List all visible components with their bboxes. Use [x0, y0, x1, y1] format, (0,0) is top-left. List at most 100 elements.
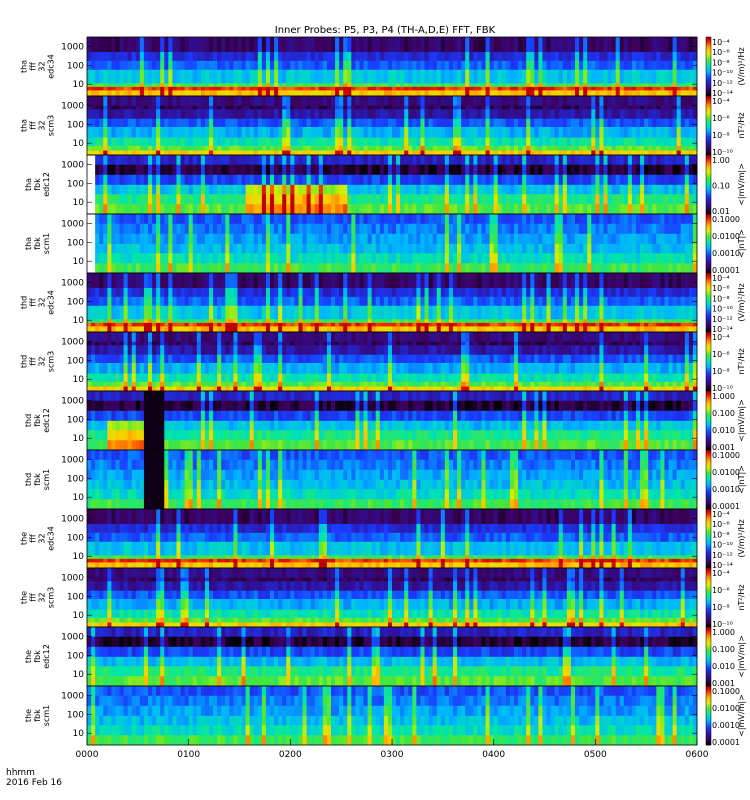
panel-thd-fbk-scm1: 10 100 1000 thdfbkscm1 0.0001 0.0010 0.0100 0.1… — [24, 449, 746, 511]
colorbar-thd-fbk-edc12: 0.001 0.010 0.100 1.000<|mV/m|> — [705, 390, 746, 452]
colorbar-tick-label: 0.01 — [712, 207, 730, 216]
colorbar-unit: (V/m)²/Hz — [737, 519, 746, 557]
colorbar-tick-label: 10⁻⁶ — [712, 284, 730, 293]
colorbar-tick-label: 10⁻¹² — [712, 551, 733, 560]
colorbar-tick-label: 10⁻¹⁴ — [712, 89, 733, 98]
panel-tha-fff32-edc34: 101001000thafff32edc3410⁻¹⁴10⁻¹²10⁻¹⁰10⁻… — [20, 36, 746, 98]
spectrogram-tha-fbk-scm1 — [95, 214, 698, 274]
colorbar-unit: (V/m)²/Hz — [737, 47, 746, 85]
spectrogram-the-fbk-scm1 — [87, 686, 698, 746]
colorbar-unit: (V/m)²/Hz — [737, 283, 746, 321]
colorbar-tick-label: 10⁻⁸ — [712, 58, 730, 67]
colorbar-tick-label: 10⁻¹⁰ — [712, 148, 733, 157]
colorbar-thd-fff32-scm3: 10⁻¹⁰ 10⁻⁸ 10⁻⁶ 10⁻⁴ nT²/Hz — [705, 331, 746, 393]
y-tick-label: 10 — [73, 670, 85, 680]
y-tick-label: 10 — [73, 375, 85, 385]
colorbar-tick-label: 10⁻¹² — [712, 315, 733, 324]
colorbar-tick-label: 10⁻¹⁴ — [712, 561, 733, 570]
y-tick-label: 1000 — [61, 691, 84, 701]
y-tick-label: 1000 — [61, 514, 84, 524]
x-tick-label: 0300 — [381, 750, 404, 760]
y-tick-label: 100 — [67, 120, 84, 130]
colorbar-tick-label: 0.0010 — [712, 249, 740, 258]
colorbar-tick-label: 10⁻⁶ — [712, 586, 730, 595]
y-tick-label: 10 — [73, 611, 85, 621]
colorbar-tick-label: 0.100 — [712, 645, 735, 654]
panel-the-fff32-edc34: 101001000thefff32edc3410⁻¹⁴10⁻¹²10⁻¹⁰10⁻… — [20, 508, 746, 570]
colorbar-tha-fbk-edc12: 0.01 0.10 1.00 <|mV/m|> — [705, 154, 746, 216]
y-tick-label: 100 — [67, 592, 84, 602]
panel-label: thefbkedc12 — [24, 644, 51, 669]
panel-stack: 101001000thafff32edc3410⁻¹⁴10⁻¹²10⁻¹⁰10⁻… — [20, 36, 746, 747]
colorbar-tick-label: 10⁻⁸ — [712, 603, 730, 612]
spectrogram-the-fff32-scm3 — [87, 568, 698, 628]
colorbar-tick-label: 0.0001 — [712, 738, 740, 747]
x-tick-label: 0400 — [482, 750, 505, 760]
y-tick-label: 10 — [73, 493, 85, 503]
colorbar-tick-label: 0.0100 — [712, 232, 740, 241]
colorbar-tick-label: 0.001 — [712, 679, 735, 688]
colorbar-tick-label: 10⁻⁸ — [712, 367, 730, 376]
x-tick-label: 0200 — [279, 750, 302, 760]
panel-thd-fff32-scm3: 10 100 1000 thdfff32scm3 10⁻¹⁰ 10⁻⁸ 10⁻⁶ 10⁻⁴ nT… — [20, 331, 746, 393]
spectrogram-the-fbk-edc12 — [87, 627, 698, 687]
colorbar-tick-label: 1.000 — [712, 628, 735, 637]
y-tick-label: 10 — [73, 198, 85, 208]
panel-the-fbk-edc12: 10 100 1000 thefbkedc12 0.001 0.010 0.100 1.000… — [24, 626, 746, 688]
colorbar-tick-label: 10⁻⁶ — [712, 114, 730, 123]
spectrogram-the-fff32-edc34 — [87, 509, 698, 569]
x-axis-footer-date: 2016 Feb 16 — [6, 778, 62, 788]
colorbar-tick-label: 10⁻¹⁴ — [712, 325, 733, 334]
colorbar-tick-label: 10⁻¹⁰ — [712, 541, 733, 550]
panel-label: thdfbkedc12 — [24, 408, 51, 433]
x-tick-label: 0600 — [686, 750, 709, 760]
colorbar-tick-label: 0.0100 — [712, 468, 740, 477]
colorbar-tick-label: 10⁻⁴ — [712, 274, 730, 283]
x-tick-label: 0100 — [177, 750, 200, 760]
y-tick-label: 10 — [73, 139, 85, 149]
colorbar-unit: <|mV/m|> — [737, 694, 746, 737]
spectrogram-tha-fbk-edc12 — [95, 155, 698, 215]
panel-label: thdfff32scm3 — [20, 351, 56, 372]
colorbar-tick-label: 0.1000 — [712, 451, 740, 460]
x-axis-footer-unit: hhmm — [6, 768, 35, 778]
colorbar-unit: <|nT|> — [737, 229, 746, 258]
colorbar-tick-label: 0.010 — [712, 662, 735, 671]
colorbar-tick-label: 10⁻⁸ — [712, 530, 730, 539]
panel-label: thafff32scm3 — [20, 115, 56, 136]
y-tick-label: 10 — [73, 434, 85, 444]
y-tick-label: 10 — [73, 316, 85, 326]
panel-label: thefbkscm1 — [24, 705, 51, 726]
y-tick-label: 100 — [67, 415, 84, 425]
panel-thd-fff32-edc34: 101001000thdfff32edc3410⁻¹⁴10⁻¹²10⁻¹⁰10⁻… — [20, 272, 746, 334]
panel-tha-fbk-edc12: 10 100 1000 thafbkedc12 0.01 0.10 1.00 <|mV/m|> — [24, 154, 746, 216]
colorbar-tick-label: 10⁻¹⁰ — [712, 69, 733, 78]
y-tick-label: 100 — [67, 710, 84, 720]
colorbar-tick-label: 0.0010 — [712, 721, 740, 730]
panel-thd-fbk-edc12: 10 100 1000 thdfbkedc12 0.001 0.010 0.100 1.000… — [24, 390, 746, 452]
y-tick-label: 1000 — [61, 219, 84, 229]
colorbar-tha-fbk-scm1: 0.0001 0.0010 0.0100 0.1000 <|nT|> — [705, 213, 746, 275]
colorbar-unit: <|mV/m|> — [737, 399, 746, 442]
colorbar-the-fff32-scm3: 10⁻¹⁰ 10⁻⁸ 10⁻⁶ 10⁻⁴ nT²/Hz — [705, 567, 746, 629]
colorbar-tick-label: 1.000 — [712, 392, 735, 401]
colorbar-the-fbk-scm1: 0.0001 0.0010 0.0100 0.1000<|mV/m|> — [705, 685, 746, 747]
spectrogram-thd-fbk-edc12 — [87, 391, 698, 451]
colorbar-tick-label: 10⁻⁶ — [712, 350, 730, 359]
y-tick-label: 1000 — [61, 160, 84, 170]
colorbar-tick-label: 10⁻⁸ — [712, 131, 730, 140]
colorbar-unit: nT²/Hz — [737, 584, 746, 610]
y-tick-label: 1000 — [61, 42, 84, 52]
y-tick-label: 100 — [67, 533, 84, 543]
colorbar-tick-label: 10⁻¹² — [712, 79, 733, 88]
colorbar-tick-label: 0.0001 — [712, 502, 740, 511]
y-tick-label: 100 — [67, 179, 84, 189]
y-tick-label: 1000 — [61, 278, 84, 288]
panel-label: thdfbkscm1 — [24, 469, 51, 490]
colorbar-tick-label: 10⁻¹⁰ — [712, 384, 733, 393]
x-tick-label: 0500 — [584, 750, 607, 760]
colorbar-tha-fff32-scm3: 10⁻¹⁰ 10⁻⁸ 10⁻⁶ 10⁻⁴ nT²/Hz — [705, 95, 746, 157]
y-tick-label: 100 — [67, 297, 84, 307]
